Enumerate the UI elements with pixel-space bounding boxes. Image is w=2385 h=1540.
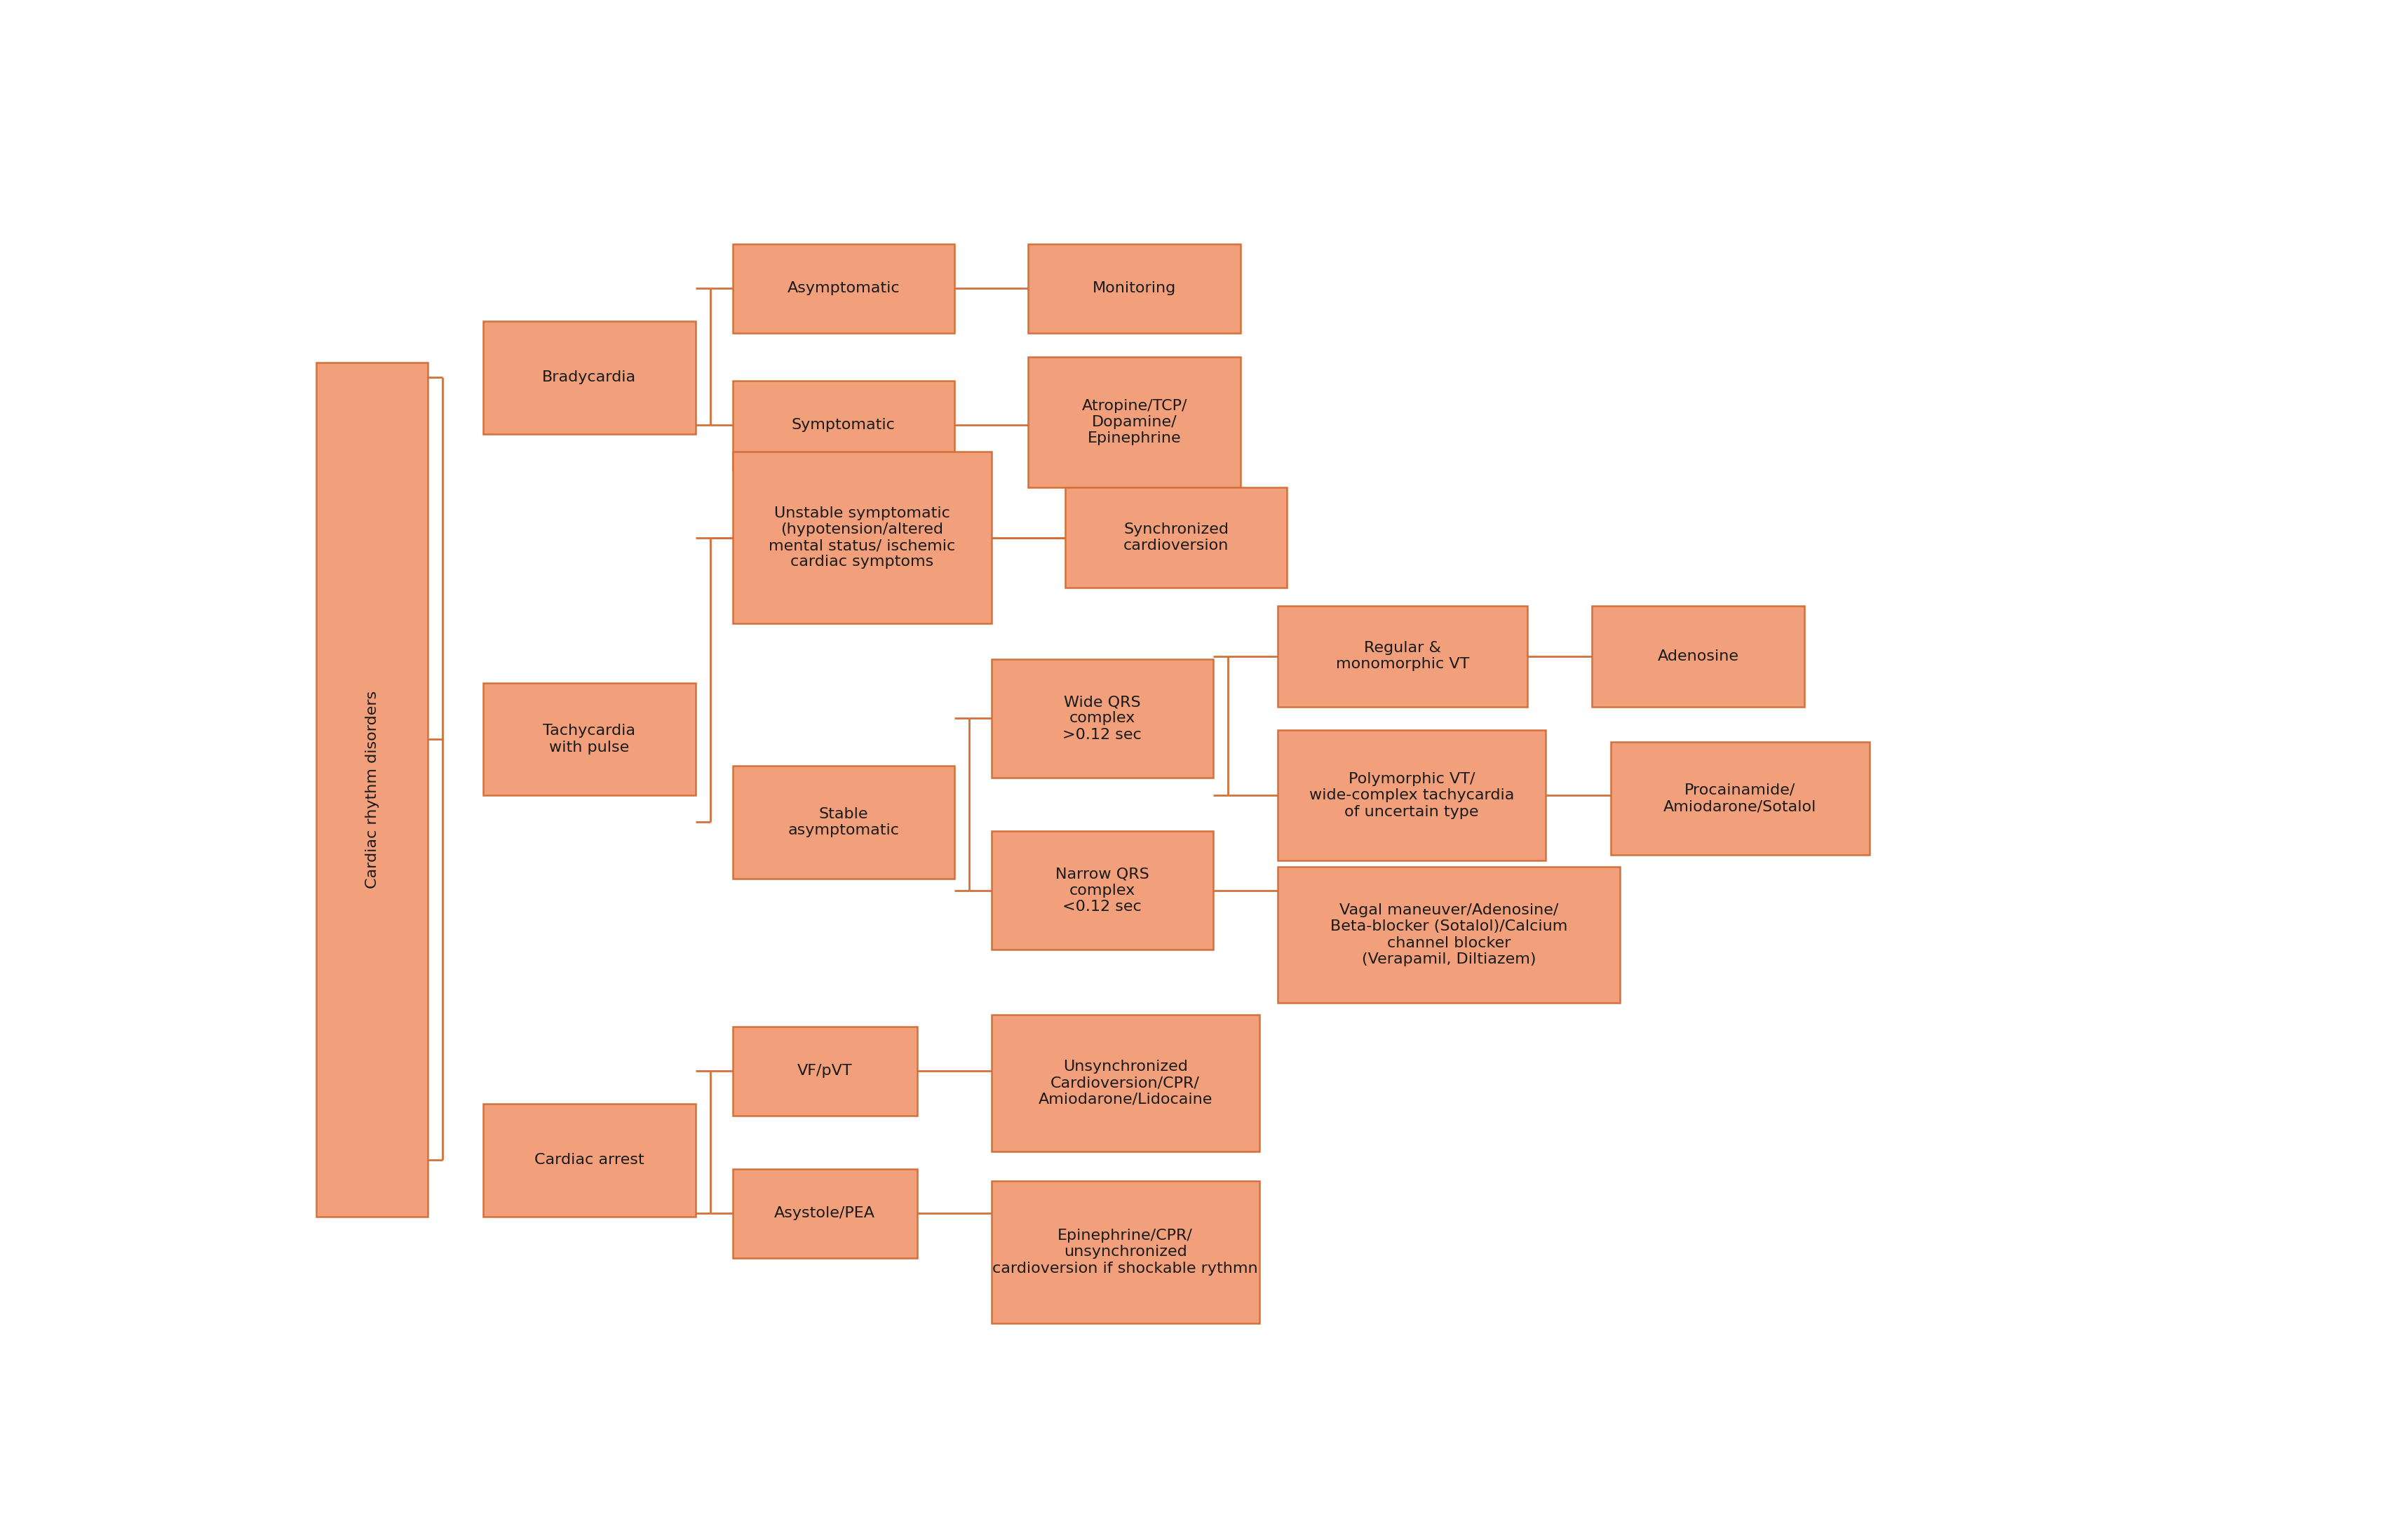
FancyBboxPatch shape: [732, 765, 954, 878]
Text: Stable
asymptomatic: Stable asymptomatic: [787, 807, 899, 838]
FancyBboxPatch shape: [732, 1169, 918, 1258]
Text: Asymptomatic: Asymptomatic: [787, 282, 899, 296]
Text: Wide QRS
complex
>0.12 sec: Wide QRS complex >0.12 sec: [1064, 695, 1142, 742]
FancyBboxPatch shape: [1066, 487, 1288, 588]
Text: Adenosine: Adenosine: [1658, 650, 1739, 664]
Text: Unsynchronized
Cardioversion/CPR/
Amiodarone/Lidocaine: Unsynchronized Cardioversion/CPR/ Amioda…: [1037, 1060, 1212, 1106]
FancyBboxPatch shape: [732, 451, 992, 624]
Text: Synchronized
cardioversion: Synchronized cardioversion: [1123, 522, 1228, 553]
Text: Atropine/TCP/
Dopamine/
Epinephrine: Atropine/TCP/ Dopamine/ Epinephrine: [1083, 399, 1188, 445]
Text: Narrow QRS
complex
<0.12 sec: Narrow QRS complex <0.12 sec: [1054, 867, 1150, 913]
Text: Unstable symptomatic
(hypotension/altered
mental status/ ischemic
cardiac sympto: Unstable symptomatic (hypotension/altere…: [768, 507, 956, 568]
FancyBboxPatch shape: [992, 1181, 1259, 1323]
FancyBboxPatch shape: [732, 1027, 918, 1115]
FancyBboxPatch shape: [1028, 357, 1240, 487]
FancyBboxPatch shape: [732, 243, 954, 333]
FancyBboxPatch shape: [992, 1015, 1259, 1152]
FancyBboxPatch shape: [732, 380, 954, 470]
FancyBboxPatch shape: [992, 659, 1214, 778]
FancyBboxPatch shape: [1593, 605, 1805, 707]
Text: Regular &
monomorphic VT: Regular & monomorphic VT: [1336, 641, 1469, 671]
Text: Symptomatic: Symptomatic: [792, 417, 894, 431]
FancyBboxPatch shape: [1278, 867, 1619, 1003]
Text: Polymorphic VT/
wide-complex tachycardia
of uncertain type: Polymorphic VT/ wide-complex tachycardia…: [1309, 772, 1514, 819]
FancyBboxPatch shape: [482, 682, 696, 796]
FancyBboxPatch shape: [1278, 605, 1526, 707]
Text: Tachycardia
with pulse: Tachycardia with pulse: [544, 724, 634, 755]
FancyBboxPatch shape: [317, 363, 427, 1217]
Text: Procainamide/
Amiodarone/Sotalol: Procainamide/ Amiodarone/Sotalol: [1662, 784, 1817, 813]
Text: Vagal maneuver/Adenosine/
Beta-blocker (Sotalol)/Calcium
channel blocker
(Verapa: Vagal maneuver/Adenosine/ Beta-blocker (…: [1331, 904, 1567, 966]
Text: Bradycardia: Bradycardia: [541, 371, 637, 385]
FancyBboxPatch shape: [992, 832, 1214, 950]
Text: VF/pVT: VF/pVT: [797, 1064, 851, 1078]
Text: Cardiac arrest: Cardiac arrest: [534, 1153, 644, 1167]
FancyBboxPatch shape: [482, 322, 696, 434]
FancyBboxPatch shape: [1610, 742, 1870, 855]
FancyBboxPatch shape: [1028, 243, 1240, 333]
Text: Asystole/PEA: Asystole/PEA: [775, 1206, 875, 1221]
FancyBboxPatch shape: [482, 1104, 696, 1217]
Text: Monitoring: Monitoring: [1092, 282, 1176, 296]
FancyBboxPatch shape: [1278, 730, 1545, 861]
Text: Epinephrine/CPR/
unsynchronized
cardioversion if shockable rythmn: Epinephrine/CPR/ unsynchronized cardiove…: [992, 1229, 1257, 1275]
Text: Cardiac rhythm disorders: Cardiac rhythm disorders: [365, 690, 379, 889]
